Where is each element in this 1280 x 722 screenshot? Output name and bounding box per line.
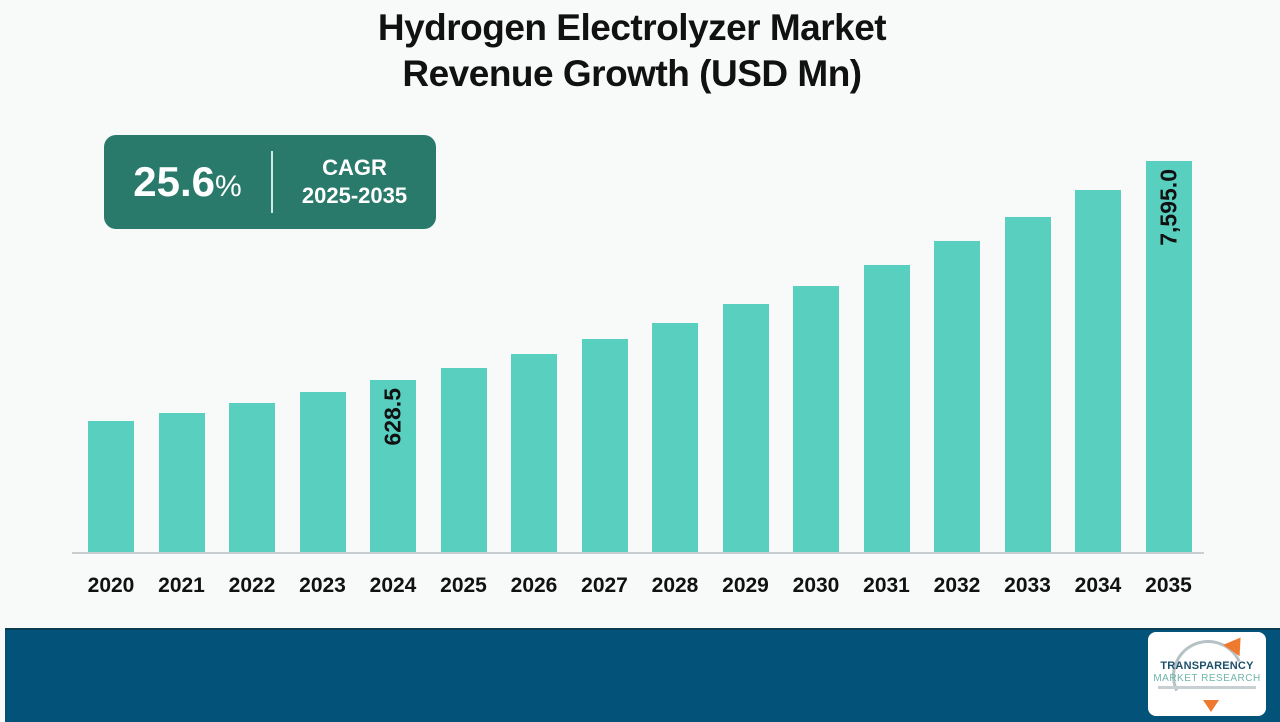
bar-chart-plot: 628.5 7,595.0 — [72, 140, 1204, 554]
footer-band — [5, 628, 1280, 722]
bar-2027 — [581, 339, 628, 552]
bar-2025 — [440, 368, 487, 552]
bar-2022 — [229, 403, 275, 552]
bar-2020 — [88, 421, 134, 552]
x-tick-label: 2033 — [1004, 574, 1051, 597]
bar-2029 — [722, 304, 769, 552]
x-tick-label: 2024 — [369, 574, 417, 597]
x-tick-label: 2034 — [1074, 574, 1122, 597]
x-tick-label: 2026 — [510, 574, 558, 597]
x-tick-label: 2025 — [440, 574, 487, 597]
x-axis-labels: 2020 2021 2022 2023 2024 2025 2026 2027 2028 2029… — [72, 574, 1204, 604]
x-tick-label: 2032 — [933, 574, 981, 597]
x-tick-label: 2023 — [299, 574, 346, 597]
bar-2030 — [793, 286, 839, 552]
bar-2035: 7,595.0 — [1145, 161, 1192, 552]
cagr-label: CAGR 2025-2035 — [301, 155, 408, 208]
x-tick-label: 2035 — [1145, 574, 1192, 597]
x-tick-label: 2022 — [228, 574, 276, 597]
bar-2031 — [863, 265, 910, 552]
bar-2026 — [511, 354, 557, 552]
x-tick-label: 2020 — [87, 574, 135, 597]
company-logo: TRANSPARENCY MARKET RESEARCH — [1148, 632, 1266, 716]
x-axis-baseline — [72, 552, 1204, 554]
x-tick-label: 2027 — [581, 574, 628, 597]
x-tick-label: 2029 — [722, 574, 769, 597]
bar-value-label: 628.5 — [379, 388, 406, 446]
bar-2034 — [1075, 190, 1121, 552]
x-tick-label: 2031 — [863, 574, 910, 597]
cagr-badge: 25.6% CAGR 2025-2035 — [104, 135, 436, 229]
x-tick-label: 2028 — [651, 574, 699, 597]
cagr-value: 25.6% — [133, 158, 242, 205]
cagr-divider — [271, 151, 273, 213]
bar-2028 — [652, 323, 698, 552]
bar-2023 — [299, 392, 346, 552]
logo-arrow-down-icon — [1203, 700, 1219, 712]
bar-2021 — [158, 413, 205, 552]
bar-2024: 628.5 — [370, 380, 416, 552]
logo-name: TRANSPARENCY — [1160, 660, 1254, 672]
x-tick-label: 2021 — [158, 574, 205, 597]
logo-tagline — [1158, 686, 1256, 689]
title-line-2: Revenue Growth (USD Mn) — [402, 53, 862, 94]
bar-value-label: 7,595.0 — [1155, 169, 1181, 246]
bar-2032 — [934, 241, 980, 552]
title-line-1: Hydrogen Electrolyzer Market — [377, 7, 887, 48]
x-tick-label: 2030 — [792, 574, 840, 597]
chart-title: Hydrogen Electrolyzer Market Revenue Gro… — [0, 6, 1264, 98]
logo-subtitle: MARKET RESEARCH — [1153, 673, 1261, 684]
bar-2033 — [1004, 217, 1051, 552]
